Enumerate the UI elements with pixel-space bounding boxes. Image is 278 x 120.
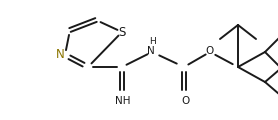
Text: S: S [118, 26, 126, 39]
Text: NH: NH [115, 96, 131, 106]
Text: N: N [147, 46, 155, 56]
Text: N: N [56, 48, 64, 61]
Text: O: O [181, 96, 189, 106]
Text: O: O [206, 46, 214, 56]
Text: H: H [149, 37, 155, 46]
